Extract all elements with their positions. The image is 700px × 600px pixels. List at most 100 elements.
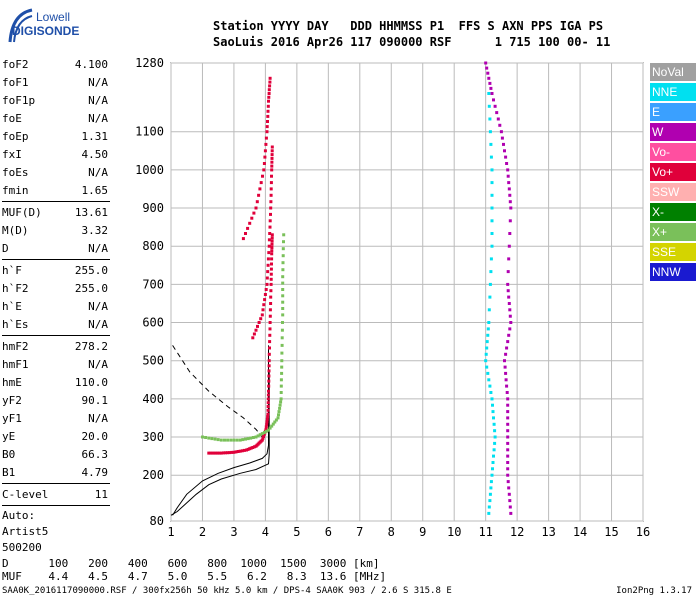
echo-point <box>485 340 489 344</box>
param-value: 4.50 <box>81 148 109 161</box>
echo-point <box>487 76 491 80</box>
echo-point <box>266 263 270 267</box>
echo-point <box>216 438 220 442</box>
param-name: foEp <box>2 130 29 143</box>
param-value: N/A <box>88 300 108 313</box>
param-value: N/A <box>88 412 108 425</box>
echo-point <box>262 435 265 438</box>
echo-point <box>270 236 274 240</box>
echo-point <box>268 219 272 223</box>
echo-point <box>267 244 271 248</box>
echo-point <box>484 61 488 65</box>
legend-item: SSE <box>650 243 696 261</box>
echo-point <box>505 346 509 350</box>
echo-point <box>280 359 284 363</box>
echo-point <box>487 511 491 515</box>
echo-point <box>213 437 217 441</box>
legend-item: Vo+ <box>650 163 696 181</box>
param-name: foF2 <box>2 58 29 71</box>
echo-point <box>207 436 211 440</box>
echo-point <box>268 333 272 337</box>
echo-point <box>241 237 245 241</box>
y-tick-label: 600 <box>142 316 164 330</box>
echo-point <box>487 378 491 382</box>
echo-point <box>210 437 214 441</box>
echo-point <box>265 417 269 421</box>
echo-point <box>508 193 512 197</box>
echo-point <box>509 511 513 515</box>
echo-point <box>279 378 283 382</box>
polarization-legend: NoVal NNE E W Vo- Vo+ SSW X- X+ SSE NNW <box>650 63 696 283</box>
echo-point <box>266 408 270 412</box>
y-tick-label: 80 <box>150 514 164 528</box>
echo-point <box>217 451 221 455</box>
echo-point <box>490 181 494 185</box>
echo-point <box>492 454 495 458</box>
echo-point <box>491 461 495 464</box>
param-name: B1 <box>2 466 16 479</box>
echo-point <box>269 200 273 204</box>
echo-point <box>249 436 253 440</box>
echo-point <box>486 71 490 75</box>
param-value: 20.0 <box>81 430 109 443</box>
echo-point <box>280 328 284 332</box>
param-name: yE <box>2 430 16 443</box>
echo-point <box>492 448 496 452</box>
echo-point <box>256 434 260 438</box>
echo-point <box>267 384 271 388</box>
y-tick-label: 400 <box>142 392 164 406</box>
echo-point <box>251 336 255 340</box>
echo-point <box>488 282 492 286</box>
echo-point <box>268 321 272 324</box>
param-name: yF1 <box>2 412 22 425</box>
echo-point <box>506 168 510 172</box>
x-tick-label: 8 <box>388 525 395 539</box>
echo-point <box>219 451 223 455</box>
echo-point <box>506 282 510 286</box>
echo-point <box>241 438 245 442</box>
echo-point <box>266 412 270 416</box>
echo-point <box>226 438 230 442</box>
echo-point <box>503 359 506 363</box>
param-row: fmin 1.65 <box>2 182 108 200</box>
echo-point <box>504 155 508 159</box>
echo-point <box>506 461 510 464</box>
legend-item: SSW <box>650 183 696 201</box>
echo-point <box>504 378 508 382</box>
echo-point <box>263 155 267 159</box>
param-name: B0 <box>2 448 16 461</box>
echo-point <box>266 415 270 419</box>
echo-point <box>229 438 233 442</box>
echo-point <box>259 317 263 321</box>
echo-point <box>268 232 272 235</box>
echo-point <box>506 340 510 344</box>
echo-point <box>506 467 510 471</box>
echo-point <box>508 200 512 204</box>
x-tick-label: 2 <box>199 525 206 539</box>
trace-profile-line <box>172 345 269 516</box>
echo-point <box>232 438 236 442</box>
echo-point <box>506 435 510 439</box>
legend-item: X- <box>650 203 696 221</box>
param-value: 4.79 <box>81 466 109 479</box>
echo-point <box>505 162 509 165</box>
echo-point <box>493 435 497 439</box>
echo-point <box>281 247 285 251</box>
param-row: hmF2 278.2 <box>2 338 108 356</box>
echo-point <box>488 81 492 85</box>
echo-point <box>505 391 509 394</box>
echo-point <box>281 261 285 265</box>
param-row: yF1 N/A <box>2 410 108 428</box>
echo-point <box>506 441 510 445</box>
legend-item: X+ <box>650 223 696 241</box>
echo-point <box>488 499 492 503</box>
param-name: h`F2 <box>2 282 29 295</box>
echo-point <box>280 365 284 369</box>
echo-point <box>273 420 277 424</box>
echo-point <box>254 328 258 332</box>
echo-point <box>207 451 211 455</box>
echo-point <box>506 416 510 420</box>
echo-point <box>281 300 285 304</box>
echo-point <box>265 130 269 134</box>
echo-point <box>493 429 497 433</box>
